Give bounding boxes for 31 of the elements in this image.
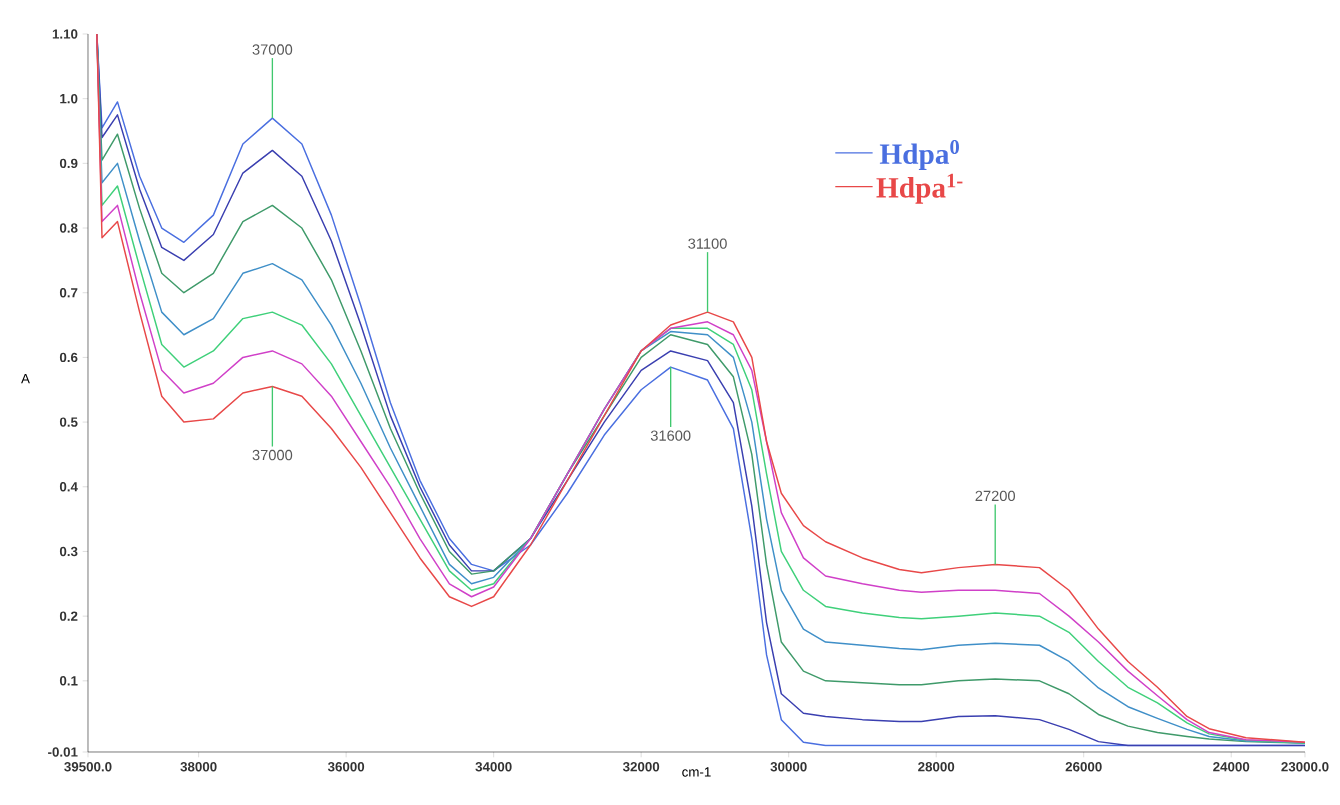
- y-tick-label: 0.6: [59, 352, 78, 363]
- y-axis-title: A: [21, 374, 30, 384]
- legend-label: Hdpa$^{0}$: [879, 140, 959, 171]
- annotation: 31600: [650, 430, 691, 441]
- x-tick-label: 36000: [327, 762, 365, 772]
- x-axis-title: cm-1: [682, 767, 711, 777]
- legend-label: Hdpa$^{1-}$: [876, 173, 963, 204]
- y-tick-label: 0.2: [59, 611, 78, 621]
- x-tick-label: 38000: [180, 762, 217, 772]
- y-tick-label: 0.1: [59, 676, 78, 686]
- annotation: 37000: [252, 449, 293, 461]
- x-tick-label: 26000: [1065, 762, 1102, 772]
- y-tick-label: 0.8: [59, 223, 78, 233]
- y-tick-label: 1.10: [52, 29, 78, 39]
- annotation: 27200: [975, 490, 1015, 502]
- x-tick-label: 30000: [770, 762, 807, 772]
- y-tick-label: 0.4: [59, 482, 78, 492]
- x-tick-label: 32000: [622, 762, 660, 772]
- x-tick-label: 39500.0: [64, 762, 112, 772]
- x-tick-label: 28000: [918, 762, 955, 772]
- annotation: 31100: [688, 238, 727, 249]
- y-tick-label: -0.01: [48, 747, 78, 757]
- x-tick-label: 24000: [1213, 762, 1250, 772]
- x-tick-label: 34000: [475, 762, 512, 772]
- y-tick-label: 0.3: [59, 546, 78, 557]
- y-tick-label: 0.7: [59, 288, 78, 298]
- y-tick-label: 1.0: [60, 93, 78, 104]
- y-tick-label: 0.5: [59, 417, 78, 427]
- x-tick-label: 23000.0: [1281, 762, 1329, 772]
- annotation: 37000: [252, 44, 293, 55]
- y-tick-label: 0.9: [59, 158, 78, 169]
